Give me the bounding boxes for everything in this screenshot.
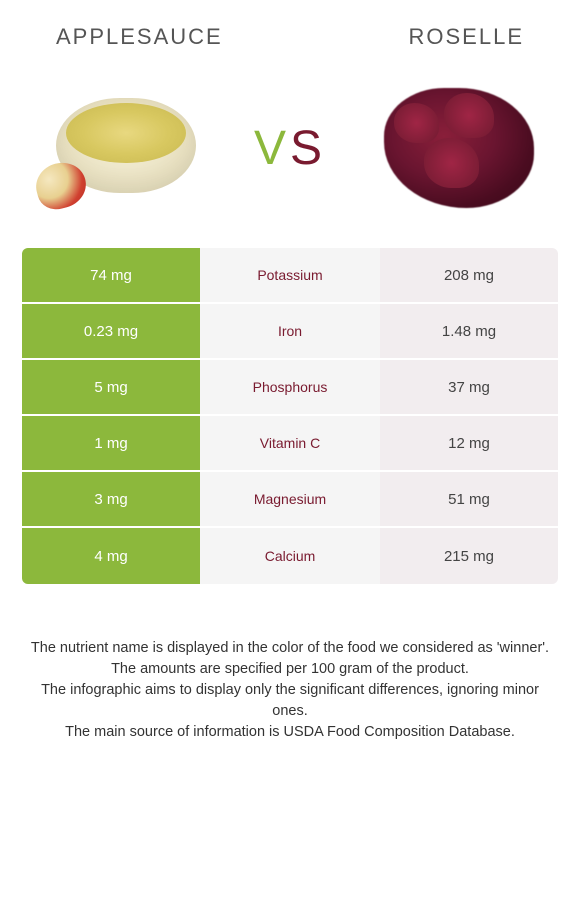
table-row: 4 mg Calcium 215 mg <box>22 528 558 584</box>
applesauce-image <box>36 78 206 218</box>
vs-v: v <box>254 122 290 175</box>
left-value: 0.23 mg <box>22 304 200 360</box>
nutrient-label: Vitamin C <box>200 416 380 472</box>
left-food-title: Applesauce <box>56 24 223 50</box>
left-value: 3 mg <box>22 472 200 528</box>
table-row: 0.23 mg Iron 1.48 mg <box>22 304 558 360</box>
left-value: 74 mg <box>22 248 200 304</box>
right-value: 12 mg <box>380 416 558 472</box>
images-row: vs <box>0 58 580 248</box>
table-row: 1 mg Vitamin C 12 mg <box>22 416 558 472</box>
nutrient-label: Iron <box>200 304 380 360</box>
left-value: 4 mg <box>22 528 200 584</box>
roselle-image <box>374 78 544 218</box>
table-row: 74 mg Potassium 208 mg <box>22 248 558 304</box>
nutrient-label: Magnesium <box>200 472 380 528</box>
footer-line: The amounts are specified per 100 gram o… <box>24 659 556 680</box>
footer-line: The main source of information is USDA F… <box>24 722 556 743</box>
footer-notes: The nutrient name is displayed in the co… <box>0 584 580 743</box>
nutrient-label: Phosphorus <box>200 360 380 416</box>
header: Applesauce Roselle <box>0 0 580 58</box>
right-value: 215 mg <box>380 528 558 584</box>
right-food-title: Roselle <box>409 24 525 50</box>
footer-line: The infographic aims to display only the… <box>24 680 556 722</box>
right-value: 208 mg <box>380 248 558 304</box>
right-value: 51 mg <box>380 472 558 528</box>
table-row: 3 mg Magnesium 51 mg <box>22 472 558 528</box>
table-row: 5 mg Phosphorus 37 mg <box>22 360 558 416</box>
nutrient-table: 74 mg Potassium 208 mg 0.23 mg Iron 1.48… <box>22 248 558 584</box>
nutrient-label: Potassium <box>200 248 380 304</box>
nutrient-label: Calcium <box>200 528 380 584</box>
right-value: 37 mg <box>380 360 558 416</box>
vs-label: vs <box>254 121 326 176</box>
left-value: 5 mg <box>22 360 200 416</box>
vs-s: s <box>290 122 326 175</box>
footer-line: The nutrient name is displayed in the co… <box>24 638 556 659</box>
left-value: 1 mg <box>22 416 200 472</box>
right-value: 1.48 mg <box>380 304 558 360</box>
